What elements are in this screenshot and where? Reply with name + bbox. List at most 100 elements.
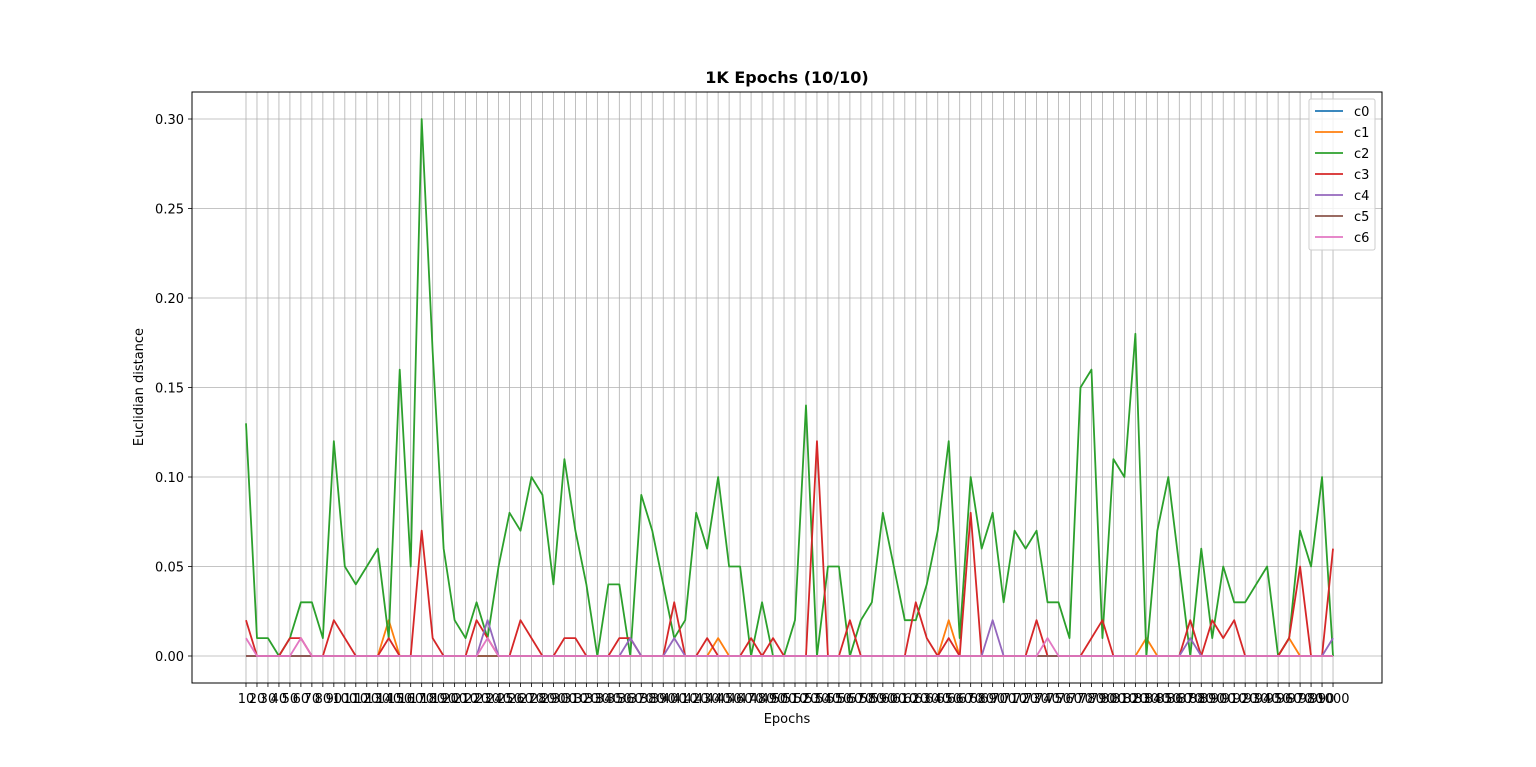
legend-label-c3: c3 (1354, 168, 1369, 183)
x-tick-label: 850 (1156, 692, 1181, 707)
x-tick-label: 490 (761, 692, 786, 707)
x-tick-label: 510 (783, 692, 808, 707)
x-tick-label: 70 (304, 692, 321, 707)
x-tick-label: 420 (684, 692, 709, 707)
x-tick-label: 620 (903, 692, 928, 707)
x-tick-label: 500 (772, 692, 797, 707)
x-tick-label: 50 (282, 692, 299, 707)
x-tick-label: 870 (1178, 692, 1203, 707)
y-tick-label: 0.00 (155, 650, 184, 665)
x-tick-label: 750 (1046, 692, 1071, 707)
y-tick-label: 0.05 (155, 561, 184, 576)
x-tick-label: 610 (892, 692, 917, 707)
legend: c0 c1 c2 c3 c4 c5 c6 (1308, 98, 1376, 251)
y-axis-label: Euclidian distance (132, 328, 147, 446)
x-tick-label: 260 (508, 692, 533, 707)
x-tick-label: 170 (409, 692, 434, 707)
x-tick-label: 630 (914, 692, 939, 707)
y-tick-label: 0.20 (155, 292, 184, 307)
x-tick-label: 600 (881, 692, 906, 707)
x-tick-label: 520 (794, 692, 819, 707)
x-tick-label: 770 (1068, 692, 1093, 707)
x-tick-label: 130 (365, 692, 390, 707)
x-tick-label: 660 (947, 692, 972, 707)
x-tick-label: 300 (552, 692, 577, 707)
x-tick-label: 470 (739, 692, 764, 707)
x-axis-ticks: 1020304050607080901001101201301401501601… (238, 683, 1350, 707)
x-tick-label: 390 (651, 692, 676, 707)
x-tick-label: 730 (1024, 692, 1049, 707)
x-tick-label: 650 (936, 692, 961, 707)
x-tick-label: 290 (541, 692, 566, 707)
x-axis-label: Epochs (764, 712, 811, 727)
x-tick-label: 40 (271, 692, 288, 707)
x-tick-label: 570 (848, 692, 873, 707)
x-tick-label: 280 (530, 692, 555, 707)
x-tick-label: 830 (1134, 692, 1159, 707)
x-tick-label: 20 (249, 692, 266, 707)
y-tick-label: 0.30 (155, 113, 184, 128)
x-tick-label: 270 (519, 692, 544, 707)
series-line-c6 (245, 637, 1334, 657)
x-tick-label: 590 (870, 692, 895, 707)
x-tick-label: 970 (1288, 692, 1313, 707)
x-tick-label: 580 (859, 692, 884, 707)
x-tick-label: 110 (343, 692, 368, 707)
x-tick-label: 200 (442, 692, 467, 707)
x-tick-label: 680 (969, 692, 994, 707)
x-tick-label: 940 (1255, 692, 1280, 707)
x-tick-label: 980 (1299, 692, 1324, 707)
x-tick-label: 30 (260, 692, 277, 707)
x-tick-label: 550 (827, 692, 852, 707)
y-tick-label: 0.15 (155, 382, 184, 397)
x-tick-label: 250 (497, 692, 522, 707)
x-tick-label: 360 (618, 692, 643, 707)
x-tick-label: 760 (1057, 692, 1082, 707)
x-tick-label: 530 (805, 692, 830, 707)
x-tick-label: 350 (607, 692, 632, 707)
x-tick-label: 880 (1189, 692, 1214, 707)
y-axis-ticks: 0.00 0.05 0.10 0.15 0.20 0.25 0.30 (155, 113, 192, 665)
x-tick-label: 930 (1244, 692, 1269, 707)
x-tick-label: 810 (1112, 692, 1137, 707)
x-tick-label: 740 (1035, 692, 1060, 707)
x-tick-label: 780 (1079, 692, 1104, 707)
x-tick-label: 820 (1123, 692, 1148, 707)
x-tick-label: 380 (640, 692, 665, 707)
x-tick-label: 950 (1266, 692, 1291, 707)
x-tick-label: 840 (1145, 692, 1170, 707)
x-tick-label: 150 (387, 692, 412, 707)
x-tick-label: 230 (475, 692, 500, 707)
x-tick-label: 920 (1233, 692, 1258, 707)
x-tick-label: 480 (750, 692, 775, 707)
x-tick-label: 160 (398, 692, 423, 707)
x-tick-label: 400 (662, 692, 687, 707)
legend-label-c1: c1 (1354, 126, 1369, 141)
x-tick-label: 540 (816, 692, 841, 707)
x-tick-label: 410 (673, 692, 698, 707)
x-tick-label: 60 (293, 692, 310, 707)
x-tick-label: 460 (728, 692, 753, 707)
x-tick-label: 10 (238, 692, 255, 707)
x-tick-label: 340 (596, 692, 621, 707)
x-tick-label: 990 (1310, 692, 1335, 707)
x-tick-label: 220 (464, 692, 489, 707)
x-tick-label: 80 (315, 692, 332, 707)
series-lines (245, 118, 1334, 657)
x-tick-label: 180 (420, 692, 445, 707)
x-tick-label: 690 (980, 692, 1005, 707)
x-tick-label: 90 (326, 692, 343, 707)
x-tick-label: 900 (1211, 692, 1236, 707)
chart-title: 1K Epochs (10/10) (705, 68, 868, 87)
legend-label-c2: c2 (1354, 147, 1369, 162)
x-tick-label: 140 (376, 692, 401, 707)
x-tick-label: 720 (1013, 692, 1038, 707)
x-tick-label: 910 (1222, 692, 1247, 707)
x-tick-label: 710 (1002, 692, 1027, 707)
x-tick-label: 190 (431, 692, 456, 707)
y-tick-label: 0.10 (155, 471, 184, 486)
x-tick-label: 960 (1277, 692, 1302, 707)
x-tick-label: 310 (563, 692, 588, 707)
